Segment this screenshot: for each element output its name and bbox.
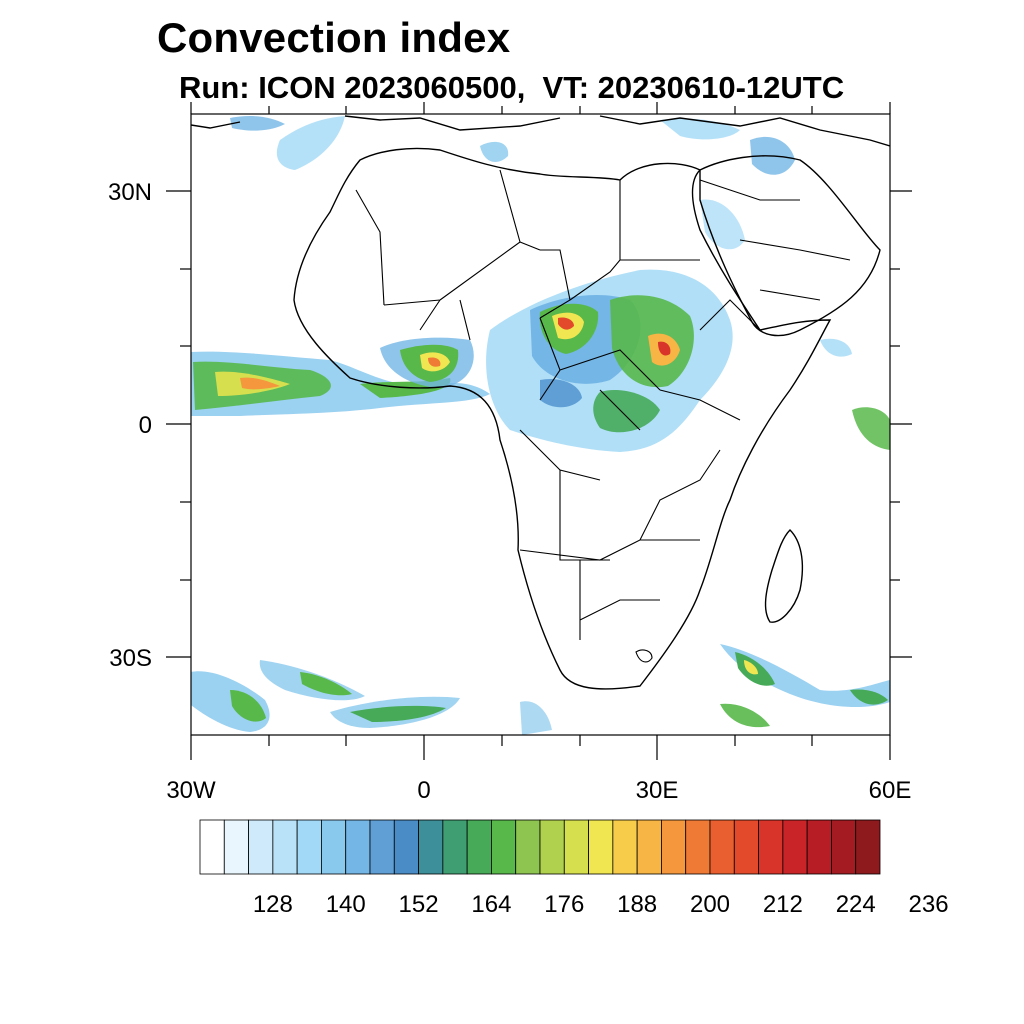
colorbar-swatch bbox=[636, 819, 662, 875]
colorbar-swatch bbox=[321, 819, 347, 875]
y-tick-label: 30S bbox=[109, 645, 152, 672]
map-title: Convection index bbox=[157, 14, 511, 61]
colorbar-swatch bbox=[831, 819, 857, 875]
colorbar-label: 200 bbox=[690, 891, 730, 918]
colorbar bbox=[199, 819, 881, 875]
colorbar-swatch bbox=[709, 819, 735, 875]
country-borders bbox=[355, 169, 851, 663]
colorbar-swatch bbox=[806, 819, 832, 875]
colorbar-swatch bbox=[563, 819, 589, 875]
colorbar-label: 224 bbox=[836, 891, 876, 918]
colorbar-swatch bbox=[296, 819, 322, 875]
x-tick-label: 30E bbox=[636, 777, 679, 804]
colorbar-labels: 128 140 152 164 176 188 200 212 224 236 bbox=[253, 891, 949, 918]
colorbar-swatch bbox=[393, 819, 419, 875]
colorbar-label: 164 bbox=[471, 891, 511, 918]
x-tick-label: 30W bbox=[166, 777, 216, 804]
colorbar-swatch bbox=[272, 819, 298, 875]
colorbar-label: 188 bbox=[617, 891, 657, 918]
colorbar-swatch bbox=[345, 819, 371, 875]
colorbar-swatch bbox=[685, 819, 711, 875]
coastlines bbox=[190, 115, 891, 690]
colorbar-swatch bbox=[466, 819, 492, 875]
colorbar-label: 152 bbox=[399, 891, 439, 918]
colorbar-swatch bbox=[733, 819, 759, 875]
colorbar-label: 140 bbox=[326, 891, 366, 918]
colorbar-swatch bbox=[782, 819, 808, 875]
colorbar-swatch bbox=[539, 819, 565, 875]
colorbar-swatch bbox=[223, 819, 249, 875]
colorbar-label: 176 bbox=[544, 891, 584, 918]
colorbar-label: 236 bbox=[909, 891, 949, 918]
axis-ticks bbox=[166, 102, 912, 760]
colorbar-label: 128 bbox=[253, 891, 293, 918]
convection-field bbox=[191, 116, 890, 735]
colorbar-swatch bbox=[758, 819, 784, 875]
y-tick-label: 30N bbox=[108, 179, 152, 206]
colorbar-swatch bbox=[855, 819, 881, 875]
colorbar-swatch bbox=[248, 819, 274, 875]
colorbar-swatch bbox=[612, 819, 638, 875]
colorbar-swatch bbox=[491, 819, 517, 875]
colorbar-swatch bbox=[418, 819, 444, 875]
x-tick-label: 60E bbox=[869, 777, 912, 804]
colorbar-swatch bbox=[199, 819, 225, 875]
x-tick-label: 0 bbox=[417, 777, 430, 804]
colorbar-swatch bbox=[442, 819, 468, 875]
colorbar-swatch bbox=[369, 819, 395, 875]
colorbar-swatch bbox=[661, 819, 687, 875]
y-tick-label: 0 bbox=[139, 412, 152, 439]
map-panel bbox=[190, 113, 891, 736]
colorbar-label: 212 bbox=[763, 891, 803, 918]
map-subtitle: Run: ICON 2023060500, VT: 20230610-12UTC bbox=[179, 70, 845, 105]
colorbar-swatch bbox=[515, 819, 541, 875]
colorbar-swatch bbox=[588, 819, 614, 875]
